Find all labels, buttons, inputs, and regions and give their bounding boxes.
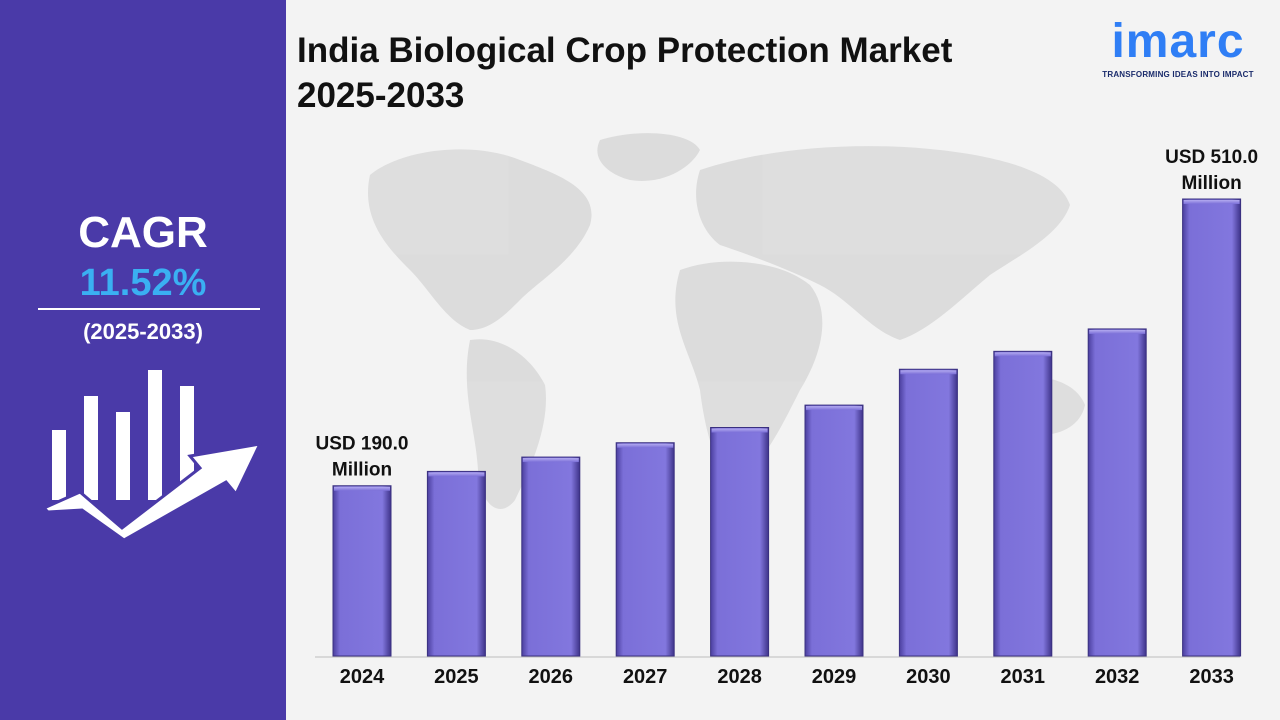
bar-2025: [426, 470, 486, 657]
x-tick-label-2027: 2027: [623, 666, 668, 688]
bar-top-2033: [1183, 200, 1240, 204]
bar-2032: [1087, 328, 1147, 657]
bar-top-2028: [711, 428, 768, 433]
growth-chart-icon: [41, 370, 263, 540]
bar-2029: [804, 404, 864, 657]
bar-2026: [521, 456, 581, 657]
bar-top-2024: [334, 486, 390, 491]
bar-2030: [898, 368, 958, 657]
bar-top-2026: [522, 458, 579, 463]
bar-2027: [615, 442, 675, 657]
bar-2033: [1182, 198, 1242, 657]
labels-group: 2024 2025 2026 2027 2028 2029 2030 2031 2032 2033…: [316, 147, 1259, 688]
bars-group: [332, 198, 1242, 657]
logo-wordmark: imarc: [1111, 15, 1245, 68]
imarc-logo: imarc TRANSFORMING IDEAS INTO IMPACT: [1093, 14, 1263, 79]
x-tick-label-2029: 2029: [812, 666, 857, 688]
x-tick-label-2032: 2032: [1095, 666, 1140, 688]
data-label-2024-line-1: USD 190.0: [316, 434, 409, 455]
bar-top-2025: [428, 472, 485, 477]
bar-top-2027: [617, 443, 674, 448]
bar-top-2032: [1089, 329, 1146, 334]
bar-top-2029: [806, 406, 862, 411]
data-label-2024-line-2: Million: [332, 460, 392, 481]
title-line-2: 2025-2033: [297, 76, 465, 115]
cagr-period: (2025-2033): [83, 319, 203, 344]
cagr-divider: [38, 308, 260, 310]
chart-title: India Biological Crop Protection Market …: [297, 28, 1057, 118]
cagr-label: CAGR: [78, 208, 208, 257]
data-label-2033-line-1: USD 510.0: [1165, 147, 1258, 168]
x-tick-label-2028: 2028: [717, 666, 762, 688]
bar-top-2030: [900, 370, 957, 375]
x-tick-label-2030: 2030: [906, 666, 951, 688]
bar-2028: [710, 427, 770, 657]
x-tick-label-2031: 2031: [1001, 666, 1046, 688]
sidebar: CAGR 11.52% (2025-2033): [0, 0, 286, 720]
x-tick-label-2024: 2024: [340, 666, 385, 688]
x-tick-label-2026: 2026: [529, 666, 574, 688]
bar-2031: [993, 350, 1053, 657]
x-tick-label-2025: 2025: [434, 666, 479, 688]
x-tick-label-2033: 2033: [1189, 666, 1234, 688]
bar-2024: [332, 485, 392, 657]
bar-top-2031: [994, 352, 1051, 357]
world-map-background: [368, 133, 1085, 509]
cagr-value: 11.52%: [79, 262, 207, 304]
title-line-1: India Biological Crop Protection Market: [297, 31, 953, 70]
data-label-2033-line-2: Million: [1182, 173, 1242, 194]
logo-tagline: TRANSFORMING IDEAS INTO IMPACT: [1102, 70, 1254, 79]
